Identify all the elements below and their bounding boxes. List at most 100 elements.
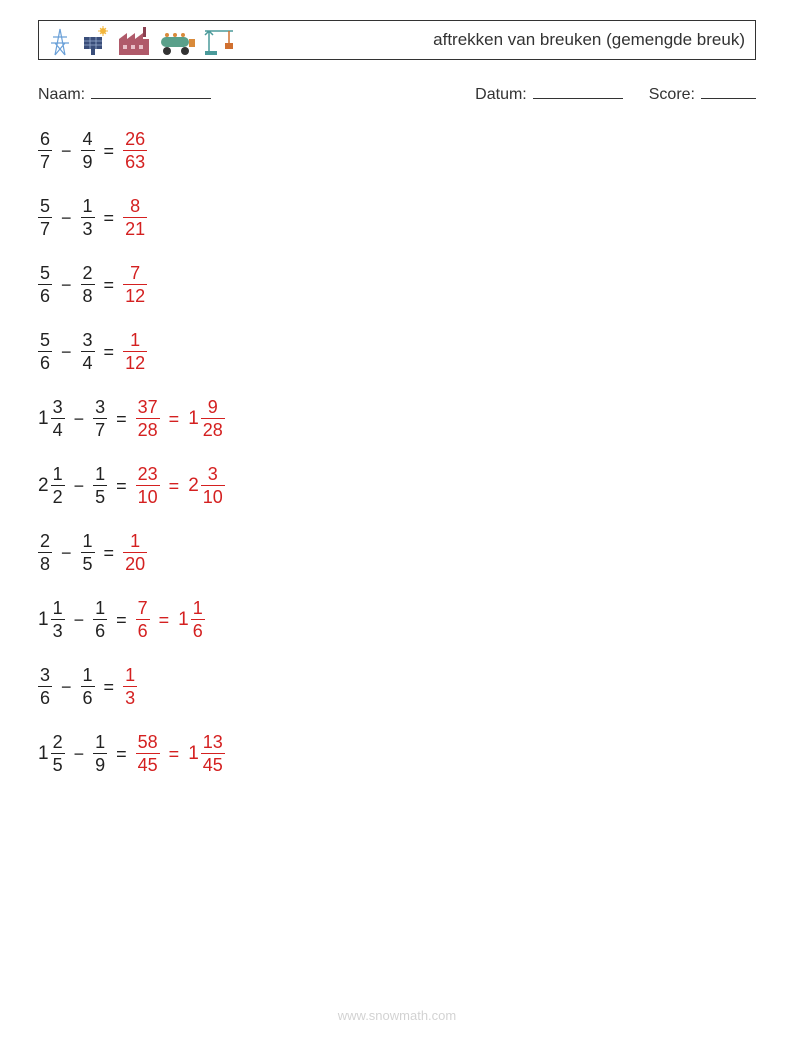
whole-part: 1	[188, 409, 199, 428]
fraction-bar	[93, 485, 107, 486]
equals-sign: =	[101, 276, 118, 294]
equals-sign: =	[101, 343, 118, 361]
denominator: 4	[81, 354, 95, 372]
numerator: 7	[128, 264, 142, 282]
numerator: 1	[51, 465, 65, 483]
denominator: 8	[81, 287, 95, 305]
denominator: 7	[38, 153, 52, 171]
fraction-bar	[51, 619, 65, 620]
fraction: 112	[123, 331, 147, 372]
fraction-term: 5845	[136, 733, 160, 774]
fraction-bar	[93, 418, 107, 419]
numerator: 23	[136, 465, 160, 483]
fraction: 25	[51, 733, 65, 774]
denominator: 6	[93, 622, 107, 640]
numerator: 1	[93, 599, 107, 617]
fraction: 56	[38, 264, 52, 305]
equation-row: 56−28=712	[38, 264, 756, 305]
fraction-term: 49	[81, 130, 95, 171]
numerator: 3	[51, 398, 65, 416]
whole-part: 1	[188, 744, 199, 763]
denominator: 3	[123, 689, 137, 707]
numerator: 13	[201, 733, 225, 751]
equals-sign: =	[166, 477, 183, 495]
fraction: 15	[81, 532, 95, 573]
fraction-bar	[136, 485, 160, 486]
fraction: 16	[81, 666, 95, 707]
fraction-bar	[191, 619, 205, 620]
fraction-bar	[51, 485, 65, 486]
fraction: 16	[93, 599, 107, 640]
fraction-term: 56	[38, 331, 52, 372]
fraction-term: 2310	[136, 465, 160, 506]
denominator: 5	[93, 488, 107, 506]
fraction-term: 36	[38, 666, 52, 707]
denominator: 12	[123, 354, 147, 372]
fraction-term: 120	[123, 532, 147, 573]
fraction: 76	[136, 599, 150, 640]
fraction: 5845	[136, 733, 160, 774]
fraction-bar	[81, 217, 95, 218]
numerator: 1	[51, 599, 65, 617]
denominator: 20	[123, 555, 147, 573]
numerator: 1	[81, 197, 95, 215]
whole-part: 1	[178, 610, 189, 629]
numerator: 1	[81, 532, 95, 550]
equation-row: 67−49=2663	[38, 130, 756, 171]
solar-panel-icon	[81, 25, 111, 57]
denominator: 10	[136, 488, 160, 506]
denominator: 7	[38, 220, 52, 238]
fraction-term: 116	[178, 599, 205, 640]
score-blank[interactable]	[701, 84, 756, 99]
whole-part: 2	[38, 476, 49, 495]
fraction-bar	[201, 485, 225, 486]
minus-operator: −	[71, 745, 88, 763]
denominator: 3	[51, 622, 65, 640]
fraction-term: 15	[93, 465, 107, 506]
fraction: 120	[123, 532, 147, 573]
fraction-term: 67	[38, 130, 52, 171]
numerator: 8	[128, 197, 142, 215]
date-blank[interactable]	[533, 84, 623, 99]
fraction-term: 57	[38, 197, 52, 238]
equals-sign: =	[113, 745, 130, 763]
denominator: 12	[123, 287, 147, 305]
fraction-term: 821	[123, 197, 147, 238]
denominator: 5	[51, 756, 65, 774]
fraction-term: 212	[38, 465, 65, 506]
fraction-term: 28	[38, 532, 52, 573]
fraction-term: 19	[93, 733, 107, 774]
header: aftrekken van breuken (gemengde breuk)	[38, 20, 756, 60]
minus-operator: −	[71, 410, 88, 428]
name-blank[interactable]	[91, 84, 211, 99]
minus-operator: −	[58, 544, 75, 562]
fraction-bar	[38, 552, 52, 553]
numerator: 5	[38, 331, 52, 349]
fraction-term: 56	[38, 264, 52, 305]
fraction: 37	[93, 398, 107, 439]
fraction: 310	[201, 465, 225, 506]
numerator: 7	[136, 599, 150, 617]
minus-operator: −	[71, 477, 88, 495]
fraction-bar	[123, 351, 147, 352]
factory-icon	[117, 25, 151, 57]
fraction-bar	[123, 686, 137, 687]
numerator: 37	[136, 398, 160, 416]
score-label: Score:	[649, 86, 695, 104]
denominator: 6	[38, 689, 52, 707]
fraction: 13	[51, 599, 65, 640]
crane-icon	[203, 23, 237, 57]
minus-operator: −	[58, 209, 75, 227]
numerator: 1	[93, 733, 107, 751]
whole-part: 1	[38, 409, 49, 428]
denominator: 4	[51, 421, 65, 439]
fraction-term: 112	[123, 331, 147, 372]
equation-row: 134−37=3728=1928	[38, 398, 756, 439]
equals-sign: =	[101, 142, 118, 160]
equation-row: 56−34=112	[38, 331, 756, 372]
fraction-bar	[201, 753, 225, 754]
numerator: 3	[93, 398, 107, 416]
fraction-term: 37	[93, 398, 107, 439]
numerator: 1	[128, 331, 142, 349]
fraction-bar	[81, 150, 95, 151]
